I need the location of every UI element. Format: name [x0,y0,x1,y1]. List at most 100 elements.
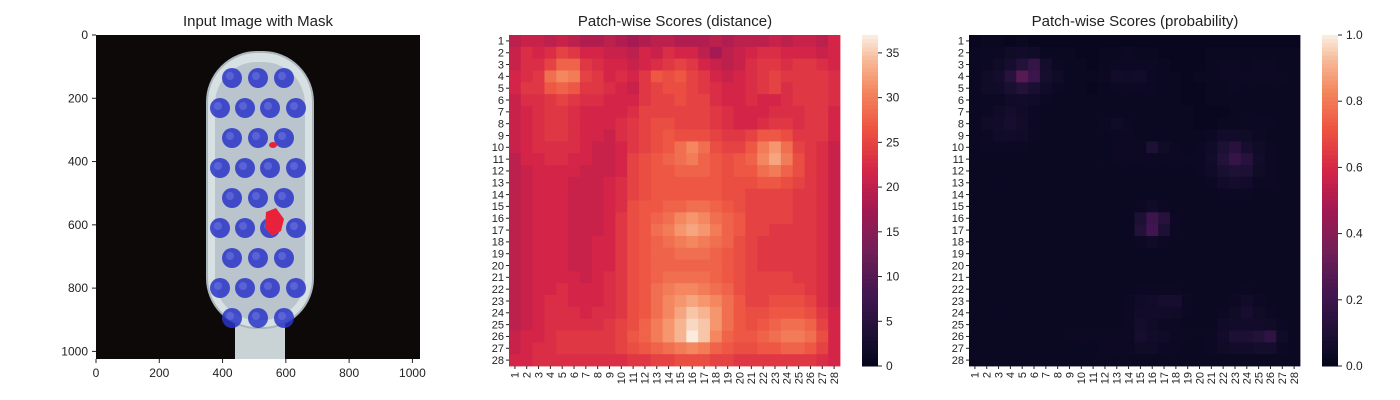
heatmap-cell [1193,342,1206,355]
heatmap-cell [1110,259,1124,272]
colorbar-segment [1322,163,1338,168]
heatmap-cell [1252,224,1265,237]
bristle-tuft-highlight [252,252,260,260]
heatmap-cell [1193,306,1206,320]
heatmap-cell [1205,212,1218,225]
colorbar-segment [1322,221,1338,226]
heatmap-cell [969,235,982,249]
y-tick-label: 23 [952,296,964,308]
heatmap-cell [1134,176,1147,190]
x-tick-label: 28 [1289,372,1301,384]
heatmap-cell [1158,82,1171,95]
colorbar-segment [1322,361,1338,367]
y-tick-label: 15 [492,201,504,213]
heatmap-cell [650,224,664,237]
colorbar-segment [862,43,878,48]
heatmap-cell [769,94,782,107]
heatmap-cell [828,224,841,237]
heatmap-cell [1016,318,1029,331]
colorbar-segment [862,163,878,168]
heatmap-cell [757,70,770,83]
heatmap-cell [1169,259,1183,272]
y-tick-label: 4 [498,71,504,83]
heatmap-cell [579,306,593,320]
colorbar-segment [1322,179,1338,185]
heatmap-cell [733,212,746,225]
colorbar-segment [862,39,878,44]
probability-colorbar: 0.00.20.40.60.81.0 [1322,28,1363,373]
x-tick-label: 11 [628,372,640,383]
heatmap-cell [639,283,652,296]
heatmap-cell [816,105,829,119]
heatmap-cell [579,105,593,119]
heatmap-cell [709,271,723,284]
heatmap-cell [1028,354,1041,367]
heatmap-cell [627,58,640,71]
colorbar-segment [862,299,878,305]
heatmap-cell [1217,295,1230,308]
heatmap-cell [686,70,699,83]
heatmap-cell [1110,354,1124,367]
heatmap-cell [1193,354,1206,367]
heatmap-cell [804,212,817,225]
heatmap-cell [556,306,569,320]
heatmap-cell [1264,94,1277,107]
heatmap-cell [509,117,522,130]
colorbar-segment [1322,117,1338,123]
heatmap-cell [1075,105,1088,119]
heatmap-cell [1181,129,1195,142]
heatmap-cell [674,82,687,95]
bristle-tuft-highlight [278,312,286,320]
heatmap-cell [1004,165,1017,178]
heatmap-cell [1110,247,1124,261]
heatmap-cell [556,224,569,237]
heatmap-cell [1099,330,1112,343]
heatmap-cell [556,271,569,284]
heatmap-cell [1158,105,1171,119]
heatmap-cell [980,295,994,308]
heatmap-cell [1039,82,1053,95]
colorbar-segment [1322,171,1338,177]
heatmap-cell [721,94,735,107]
heatmap-cell [568,165,581,178]
heatmap-cell [792,58,805,71]
heatmap-cell [579,247,593,261]
heatmap-cell [1134,306,1147,320]
heatmap-cell [1063,354,1076,367]
panel-title-input-image: Input Image with Mask [183,13,334,30]
heatmap-cell [1288,176,1301,190]
heatmap-cell [1205,141,1218,154]
heatmap-cell [1205,70,1218,83]
heatmap-cell [556,259,569,272]
heatmap-cell [733,46,746,60]
heatmap-cell [733,94,746,107]
heatmap-cell [804,153,817,166]
heatmap-cell [1028,212,1041,225]
heatmap-cell [1181,224,1195,237]
heatmap-cell [1240,330,1254,343]
heatmap-cell [544,165,557,178]
colorbar-segment [862,183,878,189]
heatmap-cell [745,176,758,190]
x-tick-label: 2 [522,372,534,378]
heatmap-cell [804,188,817,201]
heatmap-cell [568,259,581,272]
heatmap-cell [615,354,628,367]
heatmap-cell [980,94,994,107]
heatmap-cell [780,318,794,331]
heatmap-cell [780,295,794,308]
heatmap-cell [603,165,616,178]
colorbar-segment [862,233,878,239]
heatmap-cell [1217,141,1230,154]
heatmap-cell [1134,94,1147,107]
heatmap-cell [544,105,557,119]
heatmap-cell [1110,235,1124,249]
heatmap-cell [1016,70,1029,83]
colorbar-segment [862,332,878,338]
heatmap-cell [733,165,746,178]
heatmap-cell [1063,58,1076,71]
heatmap-cell [804,46,817,60]
heatmap-cell [1264,235,1277,249]
heatmap-cell [1110,342,1124,355]
heatmap-cell [1264,224,1277,237]
